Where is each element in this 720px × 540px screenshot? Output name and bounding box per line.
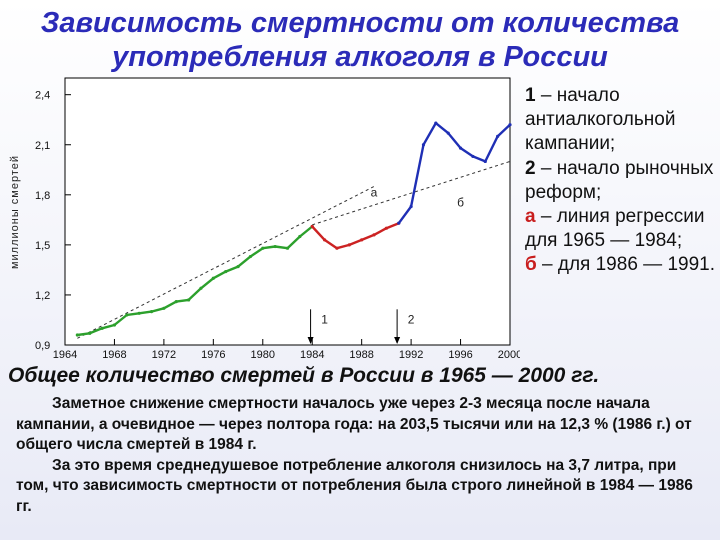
data-point-green xyxy=(273,244,277,249)
legend-text-1: – начало антиалкогольной кампании; xyxy=(525,85,676,155)
data-point-green xyxy=(199,286,203,290)
series-line-green xyxy=(76,225,314,337)
x-tick-label: 1972 xyxy=(152,349,176,361)
x-tick-label: 1996 xyxy=(448,349,472,361)
x-tick-label: 1988 xyxy=(349,349,373,361)
annotation-arrowhead xyxy=(394,337,401,344)
legend-key-a: а xyxy=(525,206,536,228)
legend-key-1: 1 xyxy=(525,85,536,106)
annotation-label: б xyxy=(457,195,464,209)
data-point-blue xyxy=(458,146,463,150)
data-point-red xyxy=(310,224,314,229)
y-tick-label: 0,9 xyxy=(35,340,50,352)
legend-text-a: – линия регрессии для 1965 — 1984; xyxy=(525,206,705,252)
data-point-green xyxy=(162,306,166,310)
legend-key-2: 2 xyxy=(525,157,536,179)
data-point-green xyxy=(187,298,191,302)
legend-item-2: 2 – начало рыночных реформ; xyxy=(525,157,720,205)
legend-text-2: – начало рыночных реформ; xyxy=(525,157,714,203)
regression-line xyxy=(77,186,375,339)
data-point-blue xyxy=(397,221,401,225)
data-point-green xyxy=(149,310,154,314)
data-point-blue xyxy=(434,121,438,125)
body-text: Заметное снижение смертности началось уж… xyxy=(16,394,706,517)
data-point-red xyxy=(347,243,351,247)
x-tick-label: 1964 xyxy=(53,349,77,361)
legend-item-a: а – линия регрессии для 1965 — 1984; xyxy=(525,205,720,253)
x-tick-label: 1980 xyxy=(251,349,275,361)
data-point-green xyxy=(298,234,302,239)
y-tick-label: 1,2 xyxy=(35,290,50,302)
annotation-arrowhead xyxy=(307,337,314,344)
data-point-green xyxy=(174,300,178,304)
data-point-red xyxy=(360,238,364,242)
annotation-label: а xyxy=(371,185,378,199)
data-point-blue xyxy=(483,159,487,164)
data-point-green xyxy=(261,246,265,250)
data-point-green xyxy=(125,313,129,317)
data-point-green xyxy=(100,326,104,330)
series-line-blue xyxy=(397,121,512,225)
mortality-chart: 0,91,21,51,82,12,4 1964 1968 1972 1976 1980 1… xyxy=(9,77,520,361)
data-point-green xyxy=(137,311,141,315)
plot-frame xyxy=(64,77,511,346)
title-line-1: Зависимость смертности от количества xyxy=(40,7,680,39)
data-point-green xyxy=(248,254,253,259)
regression-line xyxy=(312,160,511,226)
chart-caption: Общее количество смертей в России в 1965… xyxy=(8,364,600,387)
data-point-red xyxy=(335,246,339,250)
data-point-green xyxy=(236,264,240,269)
data-point-red xyxy=(384,226,388,230)
y-tick-label: 1,8 xyxy=(35,190,50,202)
paragraph-1: Заметное снижение смертности началось уж… xyxy=(16,395,692,453)
data-point-green xyxy=(88,331,92,335)
x-axis-ticks: 1964 1968 1972 1976 1980 1984 1988 1992 1996 2000 xyxy=(53,339,520,361)
legend-key-b: б xyxy=(525,254,537,276)
data-point-blue xyxy=(471,154,475,159)
data-point-red xyxy=(372,233,376,237)
data-point-blue xyxy=(409,204,413,209)
data-point-green xyxy=(112,323,117,327)
annotation-label: 2 xyxy=(408,312,415,326)
legend-item-b: б – для 1986 — 1991. xyxy=(525,253,720,277)
data-point-green xyxy=(224,269,228,274)
data-point-blue xyxy=(446,131,450,135)
y-tick-label: 1,5 xyxy=(35,240,50,252)
annotation-label: 1 xyxy=(321,312,328,326)
chart-legend: 1 – начало антиалкогольной кампании; 2 –… xyxy=(525,84,720,278)
y-axis-label: миллионы смертей xyxy=(9,155,21,269)
y-axis-ticks: 0,9 1,2 1,5 1,8 2,1 2,4 xyxy=(35,90,71,352)
x-tick-label: 1976 xyxy=(201,349,225,361)
x-tick-label: 1968 xyxy=(102,349,126,361)
legend-item-1: 1 – начало антиалкогольной кампании; xyxy=(525,84,720,157)
data-series xyxy=(75,121,512,337)
y-tick-label: 2,4 xyxy=(35,90,50,102)
x-tick-label: 2000 xyxy=(498,349,520,361)
chart-annotations: 1 2 а б xyxy=(307,185,464,344)
data-point-blue xyxy=(508,123,512,127)
series-line-red xyxy=(311,221,400,250)
page-title: Зависимость смертности от количества упо… xyxy=(0,6,720,74)
data-point-green xyxy=(211,276,215,280)
data-point-green xyxy=(75,333,79,337)
x-tick-label: 1984 xyxy=(300,349,324,361)
regression-lines xyxy=(77,160,511,339)
data-point-green xyxy=(285,246,290,250)
x-tick-label: 1992 xyxy=(399,349,423,361)
data-point-blue xyxy=(421,143,426,147)
data-point-red xyxy=(322,238,327,242)
title-line-2: употребления алкоголя в России xyxy=(112,41,608,73)
y-tick-label: 2,1 xyxy=(35,140,50,152)
data-point-blue xyxy=(496,134,500,139)
legend-text-b: – для 1986 — 1991. xyxy=(536,254,715,276)
paragraph-2: За это время среднедушевое потребление а… xyxy=(16,456,693,515)
